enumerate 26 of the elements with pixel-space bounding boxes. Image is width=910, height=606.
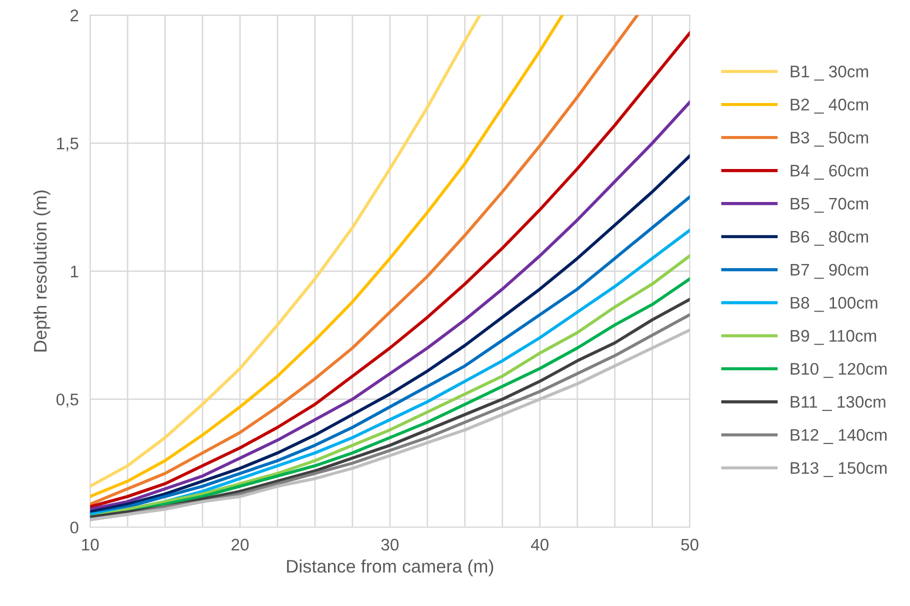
y-tick-label: 0,5 xyxy=(56,394,78,408)
legend-label: B7 _ 90cm xyxy=(790,264,868,279)
y-tick-label: 0 xyxy=(70,522,78,534)
y-axis-title: Depth resolution (m) xyxy=(33,190,50,352)
y-tick-label: 1,5 xyxy=(57,138,78,152)
legend-label: B5 _ 70cm xyxy=(790,198,868,213)
legend-label: B2 _ 40cm xyxy=(790,98,868,114)
legend-label: B6 _ 80cm xyxy=(790,230,868,246)
x-tick-label: 10 xyxy=(82,538,99,551)
legend-label: B1 _ 30cm xyxy=(790,66,868,81)
legend-label: B10 _ 120cm xyxy=(790,362,887,378)
x-tick-label: 20 xyxy=(232,538,249,551)
line-series xyxy=(90,15,482,488)
x-tick-label: 30 xyxy=(381,538,399,551)
y-tick-label: 2 xyxy=(70,10,78,22)
legend-label: B12 _ 140cm xyxy=(790,429,887,444)
x-axis-title: Distance from camera (m) xyxy=(287,559,494,576)
y-tick-label: 1 xyxy=(70,266,78,278)
x-tick-label: 50 xyxy=(681,538,698,551)
legend-label: B8 _ 100cm xyxy=(790,296,878,312)
legend-label: B9 _ 110cm xyxy=(790,330,876,345)
legend-label: B11 _ 130cm xyxy=(790,396,886,411)
legend-label: B3 _ 50cm xyxy=(790,132,868,147)
legend-label: B4 _ 60cm xyxy=(790,164,868,180)
legend-label: B13 _ 150cm xyxy=(790,462,887,478)
x-tick-label: 40 xyxy=(530,538,548,551)
